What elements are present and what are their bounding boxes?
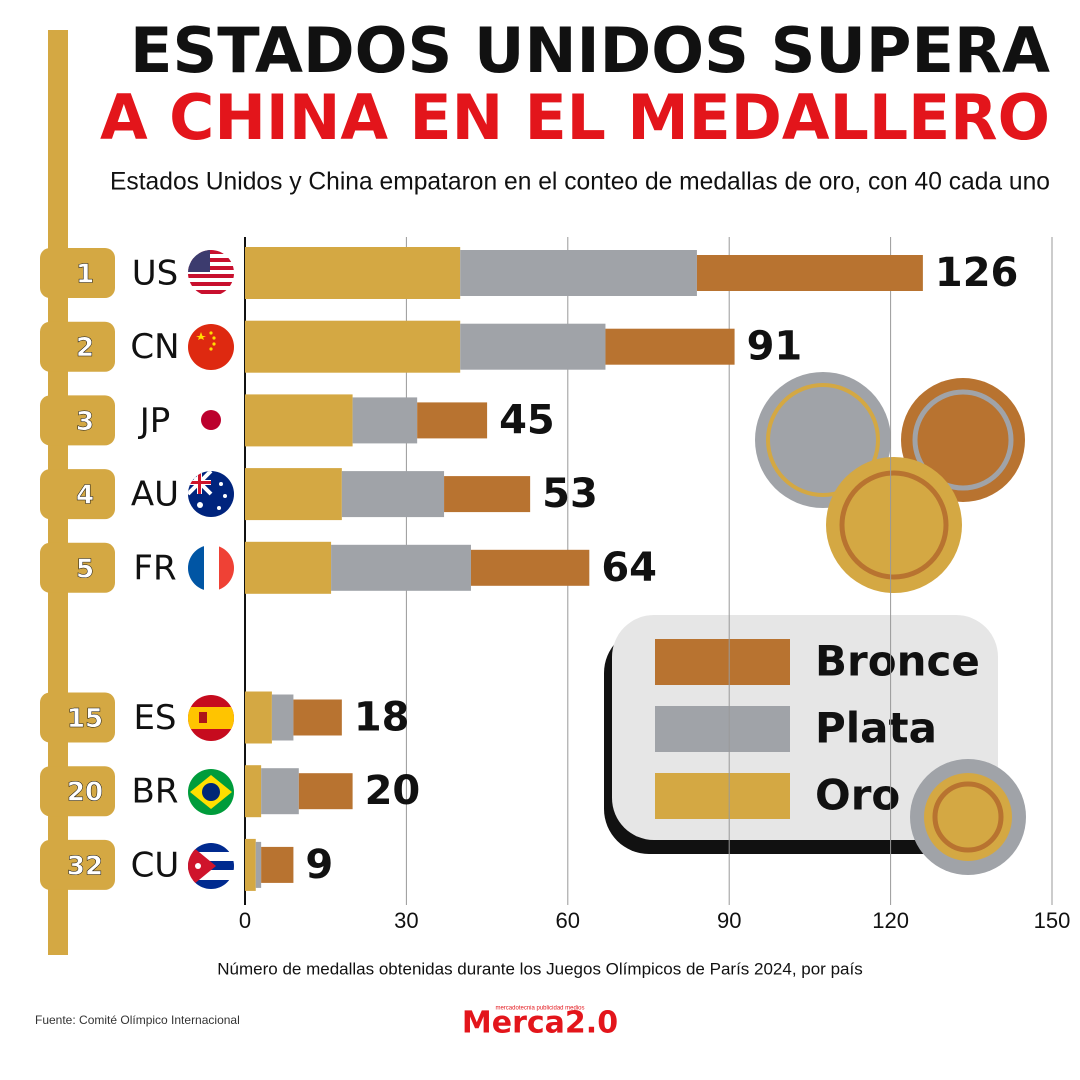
bar-segment <box>460 323 606 370</box>
legend-label: Plata <box>815 704 937 753</box>
bar-segment <box>261 846 294 883</box>
bar-segment <box>331 544 471 591</box>
flag-cn <box>188 324 234 370</box>
x-axis-label: Número de medallas obtenidas durante los… <box>217 959 862 978</box>
logo: Merca2.0 <box>462 1006 618 1041</box>
total-label: 45 <box>499 397 555 443</box>
rank-tab <box>40 469 115 520</box>
bar-segment <box>293 699 342 736</box>
logo-tagline: mercadotecnia publicidad medios <box>495 1006 584 1012</box>
total-label: 53 <box>542 471 598 517</box>
x-tick-label: 150 <box>1034 908 1071 933</box>
x-tick-label: 30 <box>394 908 418 933</box>
rank-tab <box>40 248 115 298</box>
country-code: BR <box>132 772 179 812</box>
rank-tab <box>40 395 115 446</box>
coin-decoration <box>910 759 1026 875</box>
legend-swatch <box>655 706 790 752</box>
bar-segment <box>470 549 590 586</box>
total-label: 91 <box>747 324 803 370</box>
bar-segment <box>341 471 445 518</box>
legend: Bronce Plata Oro <box>655 637 980 820</box>
flag-us <box>188 250 234 296</box>
flag-es <box>188 695 234 741</box>
legend-label: Bronce <box>815 637 980 686</box>
bar-segment <box>417 402 488 439</box>
title-line-1: ESTADOS UNIDOS SUPERA <box>130 14 1050 87</box>
legend-label: Oro <box>815 771 900 820</box>
bar-segment <box>245 394 353 447</box>
country-code: ES <box>133 698 176 738</box>
title-line-2: A CHINA EN EL MEDALLERO <box>100 81 1050 154</box>
bar-segment <box>271 694 294 741</box>
flag-cu <box>188 843 234 889</box>
country-code: US <box>132 254 178 294</box>
country-code: CU <box>131 845 180 885</box>
total-label: 126 <box>935 250 1019 296</box>
country-code: JP <box>138 401 171 441</box>
rank-tab <box>40 542 115 593</box>
country-code: AU <box>131 475 179 515</box>
bars: 1 US 126 2 CN 91 3 JP 45 4 AU 53 5 FR 64 15 ES 18 20 BR 20 32… <box>40 247 1018 891</box>
total-label: 20 <box>365 768 421 814</box>
total-label: 18 <box>354 695 410 741</box>
bar-segment <box>298 773 353 810</box>
x-tick-label: 60 <box>556 908 580 933</box>
bar-segment <box>352 397 418 444</box>
flag-au <box>188 471 234 517</box>
bar-segment <box>245 691 272 744</box>
bar-segment <box>245 247 461 299</box>
bar-segment <box>245 838 256 891</box>
rank-label: 15 <box>67 704 103 734</box>
bar-segment <box>245 541 332 594</box>
rank-tab <box>40 839 115 890</box>
coins-decoration <box>755 372 1025 593</box>
rank-label: 4 <box>76 481 94 511</box>
source: Fuente: Comité Olímpico Internacional <box>35 1013 240 1027</box>
flag-jp <box>188 397 234 443</box>
bar-segment <box>245 765 262 818</box>
rank-label: 32 <box>67 851 103 881</box>
rank-label: 20 <box>67 778 103 808</box>
country-code: CN <box>130 327 179 367</box>
country-code: FR <box>133 548 176 588</box>
x-tick-label: 0 <box>239 908 251 933</box>
subtitle: Estados Unidos y China empataron en el c… <box>110 168 1050 196</box>
bar-segment <box>444 476 531 513</box>
rank-tab <box>40 321 115 372</box>
rank-tab <box>40 692 115 743</box>
bar-segment <box>261 768 299 815</box>
x-tick-label: 90 <box>717 908 741 933</box>
bar-segment <box>460 250 697 296</box>
bar-segment <box>605 328 735 365</box>
bar-segment <box>255 841 262 888</box>
rank-label: 1 <box>76 260 94 290</box>
bar-segment <box>696 255 923 291</box>
flag-br <box>188 769 234 815</box>
legend-swatch <box>655 639 790 685</box>
bar-segment <box>245 320 461 373</box>
rank-tab <box>40 766 115 817</box>
legend-swatch <box>655 773 790 819</box>
rank-label: 3 <box>76 407 94 437</box>
total-label: 64 <box>601 545 657 591</box>
rank-label: 2 <box>76 333 94 363</box>
flag-fr <box>188 545 234 591</box>
rank-label: 5 <box>76 554 94 584</box>
x-tick-label: 120 <box>872 908 909 933</box>
bar-segment <box>245 468 342 521</box>
total-label: 9 <box>305 842 333 888</box>
